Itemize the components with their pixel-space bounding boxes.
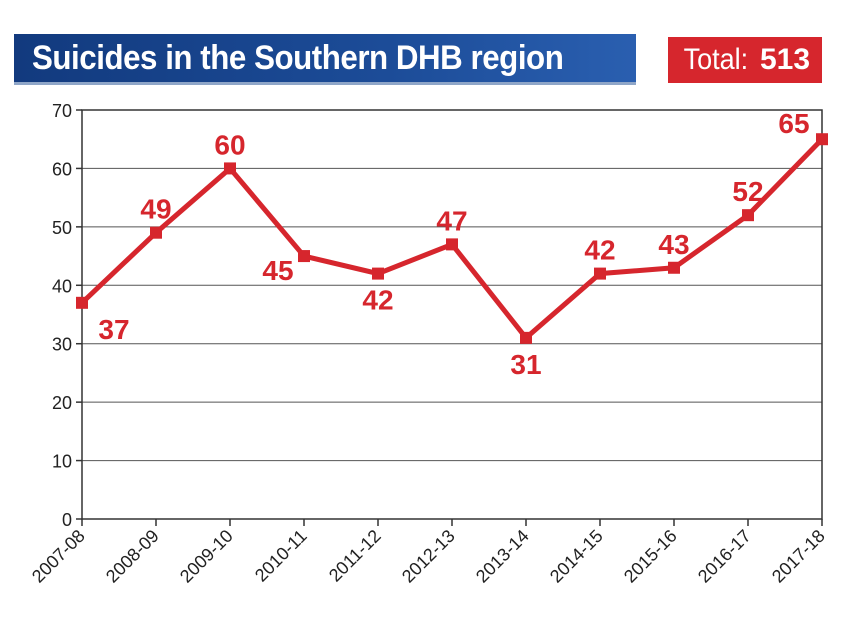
y-tick-label: 60 bbox=[52, 159, 72, 179]
x-tick-label: 2012-13 bbox=[398, 526, 459, 587]
data-points bbox=[76, 133, 828, 344]
data-label: 42 bbox=[362, 285, 393, 316]
x-tick-label: 2008-09 bbox=[102, 526, 163, 587]
data-label: 42 bbox=[584, 235, 615, 266]
data-label: 65 bbox=[778, 108, 809, 139]
data-point bbox=[816, 133, 828, 146]
x-tick-label: 2016-17 bbox=[694, 526, 755, 587]
data-labels: 37 49 60 45 42 47 31 42 43 52 65 bbox=[98, 108, 809, 380]
data-point bbox=[76, 296, 88, 309]
plot-frame bbox=[81, 109, 823, 520]
total-badge: Total: 513 bbox=[668, 37, 822, 83]
data-point bbox=[594, 267, 606, 280]
data-point bbox=[224, 162, 236, 175]
x-tick-label: 2014-15 bbox=[546, 526, 607, 587]
y-tick-label: 70 bbox=[52, 101, 72, 121]
y-tick-label: 0 bbox=[62, 510, 72, 530]
data-point bbox=[668, 261, 680, 274]
data-point bbox=[520, 331, 532, 344]
data-label: 49 bbox=[140, 194, 171, 225]
total-value: 513 bbox=[760, 43, 811, 76]
data-label: 37 bbox=[98, 314, 129, 345]
x-tick-label: 2010-11 bbox=[251, 526, 311, 586]
data-label: 43 bbox=[658, 229, 689, 260]
x-tick-label: 2015-16 bbox=[620, 526, 681, 587]
y-tick-label: 30 bbox=[52, 335, 72, 355]
x-tick-label: 2017-18 bbox=[768, 526, 829, 587]
x-axis-ticks: 2007-08 2008-09 2009-10 2010-11 2011-12 2012-… bbox=[28, 519, 829, 587]
data-label: 31 bbox=[510, 349, 541, 380]
x-tick-label: 2009-10 bbox=[176, 526, 237, 587]
y-tick-label: 20 bbox=[52, 393, 72, 413]
data-point bbox=[298, 250, 310, 263]
data-label: 45 bbox=[262, 255, 293, 286]
data-label: 47 bbox=[436, 205, 467, 236]
data-point bbox=[742, 209, 754, 222]
total-label: Total: bbox=[683, 43, 749, 76]
y-tick-label: 10 bbox=[52, 452, 72, 472]
data-label: 52 bbox=[732, 176, 763, 207]
x-tick-label: 2011-12 bbox=[325, 526, 385, 586]
data-label: 60 bbox=[214, 129, 245, 160]
title-banner: Suicides in the Southern DHB region bbox=[14, 34, 636, 82]
data-point bbox=[150, 226, 162, 239]
x-tick-label: 2013-14 bbox=[472, 526, 533, 587]
chart-title: Suicides in the Southern DHB region bbox=[32, 39, 564, 77]
y-tick-label: 50 bbox=[52, 218, 72, 238]
gridlines bbox=[82, 109, 822, 520]
x-tick-label: 2007-08 bbox=[28, 526, 89, 587]
data-point bbox=[446, 238, 458, 251]
data-point bbox=[372, 267, 384, 280]
y-tick-label: 40 bbox=[52, 276, 72, 296]
y-axis-ticks: 0 10 20 30 40 50 60 70 bbox=[52, 101, 82, 530]
